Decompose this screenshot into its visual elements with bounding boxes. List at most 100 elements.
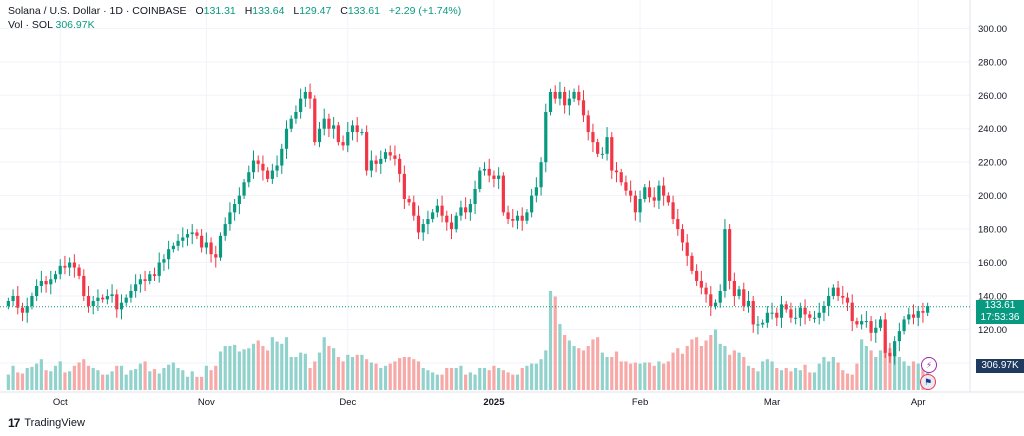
volume-bar [171, 362, 175, 390]
candle-body [30, 296, 34, 307]
volume-bar [643, 362, 647, 390]
volume-bar [874, 357, 878, 390]
candle-body [369, 160, 373, 171]
volume-bar [143, 361, 147, 390]
volume-bar [761, 361, 765, 390]
candle-body [718, 290, 722, 303]
volume-bar [402, 357, 406, 390]
volume-label[interactable]: Vol · SOL [8, 19, 53, 31]
x-tick-label: 2025 [483, 397, 505, 408]
volume-bar [412, 359, 416, 390]
volume-bar [294, 357, 298, 390]
volume-bar [185, 376, 190, 390]
volume-bar [647, 362, 652, 390]
x-tick-label: Apr [911, 397, 926, 408]
candle-body [454, 215, 458, 230]
candle-body [827, 296, 831, 307]
volume-bar [308, 368, 312, 390]
volume-bar [280, 343, 284, 390]
volume-bar [596, 337, 600, 390]
candle-body [492, 175, 496, 179]
volume-bar [270, 337, 274, 390]
lightning-icon[interactable]: ⚡ [921, 357, 937, 373]
low-value: 129.47 [299, 5, 332, 17]
volume-bar [176, 368, 180, 390]
volume-bar [916, 363, 920, 390]
x-tick-label: Feb [632, 397, 648, 408]
volume-bar [897, 357, 901, 390]
candle-body [864, 321, 868, 323]
candle-body [713, 302, 718, 307]
candle-body [200, 235, 204, 248]
volume-bar [63, 372, 67, 390]
candle-body [374, 160, 378, 164]
volume-bar [652, 365, 656, 390]
candle-body [751, 301, 755, 325]
candle-body [798, 307, 802, 318]
candle-body [190, 232, 194, 235]
volume-bar [822, 357, 826, 390]
candle-body [449, 222, 454, 230]
volume-bar [845, 373, 850, 390]
candle-body [883, 319, 887, 353]
volume-bar [275, 341, 279, 390]
flag-icon[interactable]: ⚑ [920, 374, 936, 390]
candle-body [567, 98, 571, 106]
symbol-title[interactable]: Solana / U.S. Dollar · 1D · COINBASE [8, 5, 187, 17]
candle-body [893, 341, 897, 357]
candle-body [530, 195, 534, 213]
candle-body [25, 306, 29, 313]
volume-bar [600, 352, 604, 390]
candle-body [124, 297, 128, 303]
volume-bar [591, 339, 595, 390]
high-label: H [244, 5, 253, 17]
candle-body [732, 280, 736, 296]
volume-bar [115, 365, 119, 390]
candle-body [794, 317, 798, 319]
volume-bar [506, 372, 510, 390]
y-tick-label: 220.00 [978, 158, 1007, 169]
volume-bar [119, 365, 124, 390]
volume-bar [181, 370, 185, 390]
volume-bar [699, 346, 703, 390]
candle-body [44, 280, 48, 285]
candle-body [407, 198, 411, 203]
candle-body [393, 155, 397, 159]
volume-bar [501, 370, 505, 390]
volume-bar [44, 370, 48, 390]
candle-body [473, 188, 477, 204]
volume-bar [812, 372, 817, 390]
candle-body [237, 195, 241, 204]
candle-body [49, 279, 53, 285]
candle-body [629, 190, 633, 196]
candle-body [412, 202, 416, 216]
candle-body [280, 148, 284, 166]
x-axis: Oct Nov Dec 2025 Feb Mar Apr [53, 397, 926, 408]
volume-bar [398, 358, 402, 390]
volume-bar [751, 368, 755, 390]
volume-bar [58, 361, 62, 390]
tradingview-logo[interactable]: 17 TradingView [8, 416, 85, 430]
volume-bar [756, 371, 760, 390]
candle-body [869, 321, 873, 333]
candle-body [317, 128, 322, 143]
volume-bar [926, 357, 930, 390]
candle-body [152, 274, 157, 276]
tradingview-name: TradingView [24, 417, 85, 429]
volume-bar [827, 361, 831, 390]
candle-body [709, 294, 713, 307]
candle-body [350, 125, 355, 133]
volume-bar [497, 368, 501, 390]
candle-body [138, 279, 142, 285]
volume-bar [836, 362, 840, 390]
candle-body [770, 312, 774, 314]
candle-body [553, 91, 557, 99]
volume-bar [110, 371, 114, 390]
candle-body [134, 284, 138, 291]
volume-bar [228, 346, 232, 390]
volume-bar [237, 351, 241, 390]
volume-bar [49, 371, 53, 390]
volume-bar [511, 374, 515, 390]
candle-body [737, 289, 741, 296]
